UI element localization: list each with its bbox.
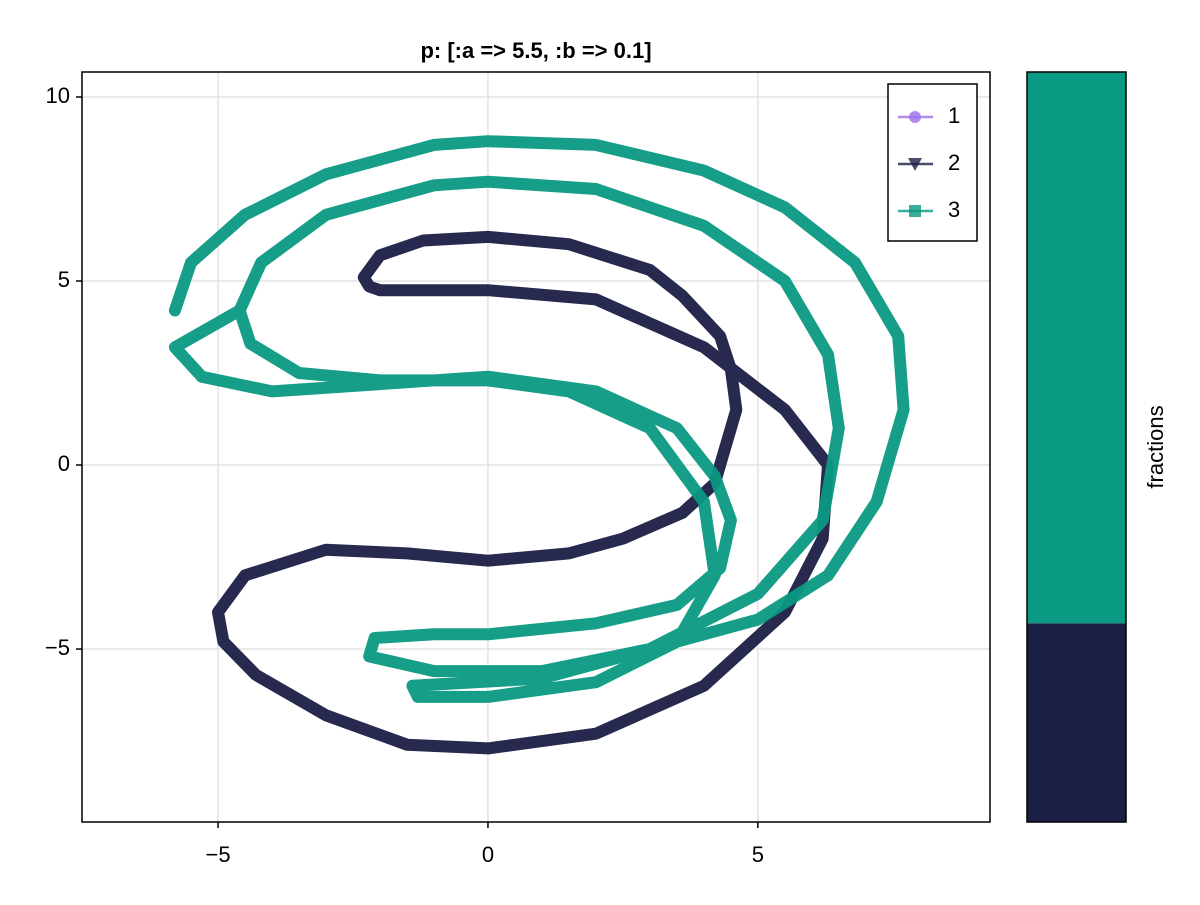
legend-label: 2 <box>948 150 960 175</box>
fraction-segment <box>1027 623 1126 822</box>
legend-marker <box>909 111 921 123</box>
trajectory <box>168 135 910 703</box>
legend-label: 1 <box>948 103 960 128</box>
legend-marker <box>908 158 922 171</box>
legend-marker <box>909 205 921 217</box>
legend-box <box>887 83 978 242</box>
fraction-segment <box>1027 72 1126 624</box>
y-tick-label: 5 <box>58 267 70 292</box>
chart-title: p: [:a => 5.5, :b => 0.1] <box>420 38 651 63</box>
x-tick-label: −5 <box>205 842 230 867</box>
y-tick-label: −5 <box>45 635 70 660</box>
y-tick-label: 0 <box>58 451 70 476</box>
legend-label: 3 <box>948 197 960 222</box>
y-tick-label: 10 <box>46 83 70 108</box>
legend: 1 2 3 <box>887 83 978 242</box>
plot-frame <box>81 71 991 823</box>
fractions-label: fractions <box>1143 405 1168 488</box>
fraction-frame <box>1026 71 1127 823</box>
x-tick-label: 5 <box>752 842 764 867</box>
x-tick-label: 0 <box>482 842 494 867</box>
